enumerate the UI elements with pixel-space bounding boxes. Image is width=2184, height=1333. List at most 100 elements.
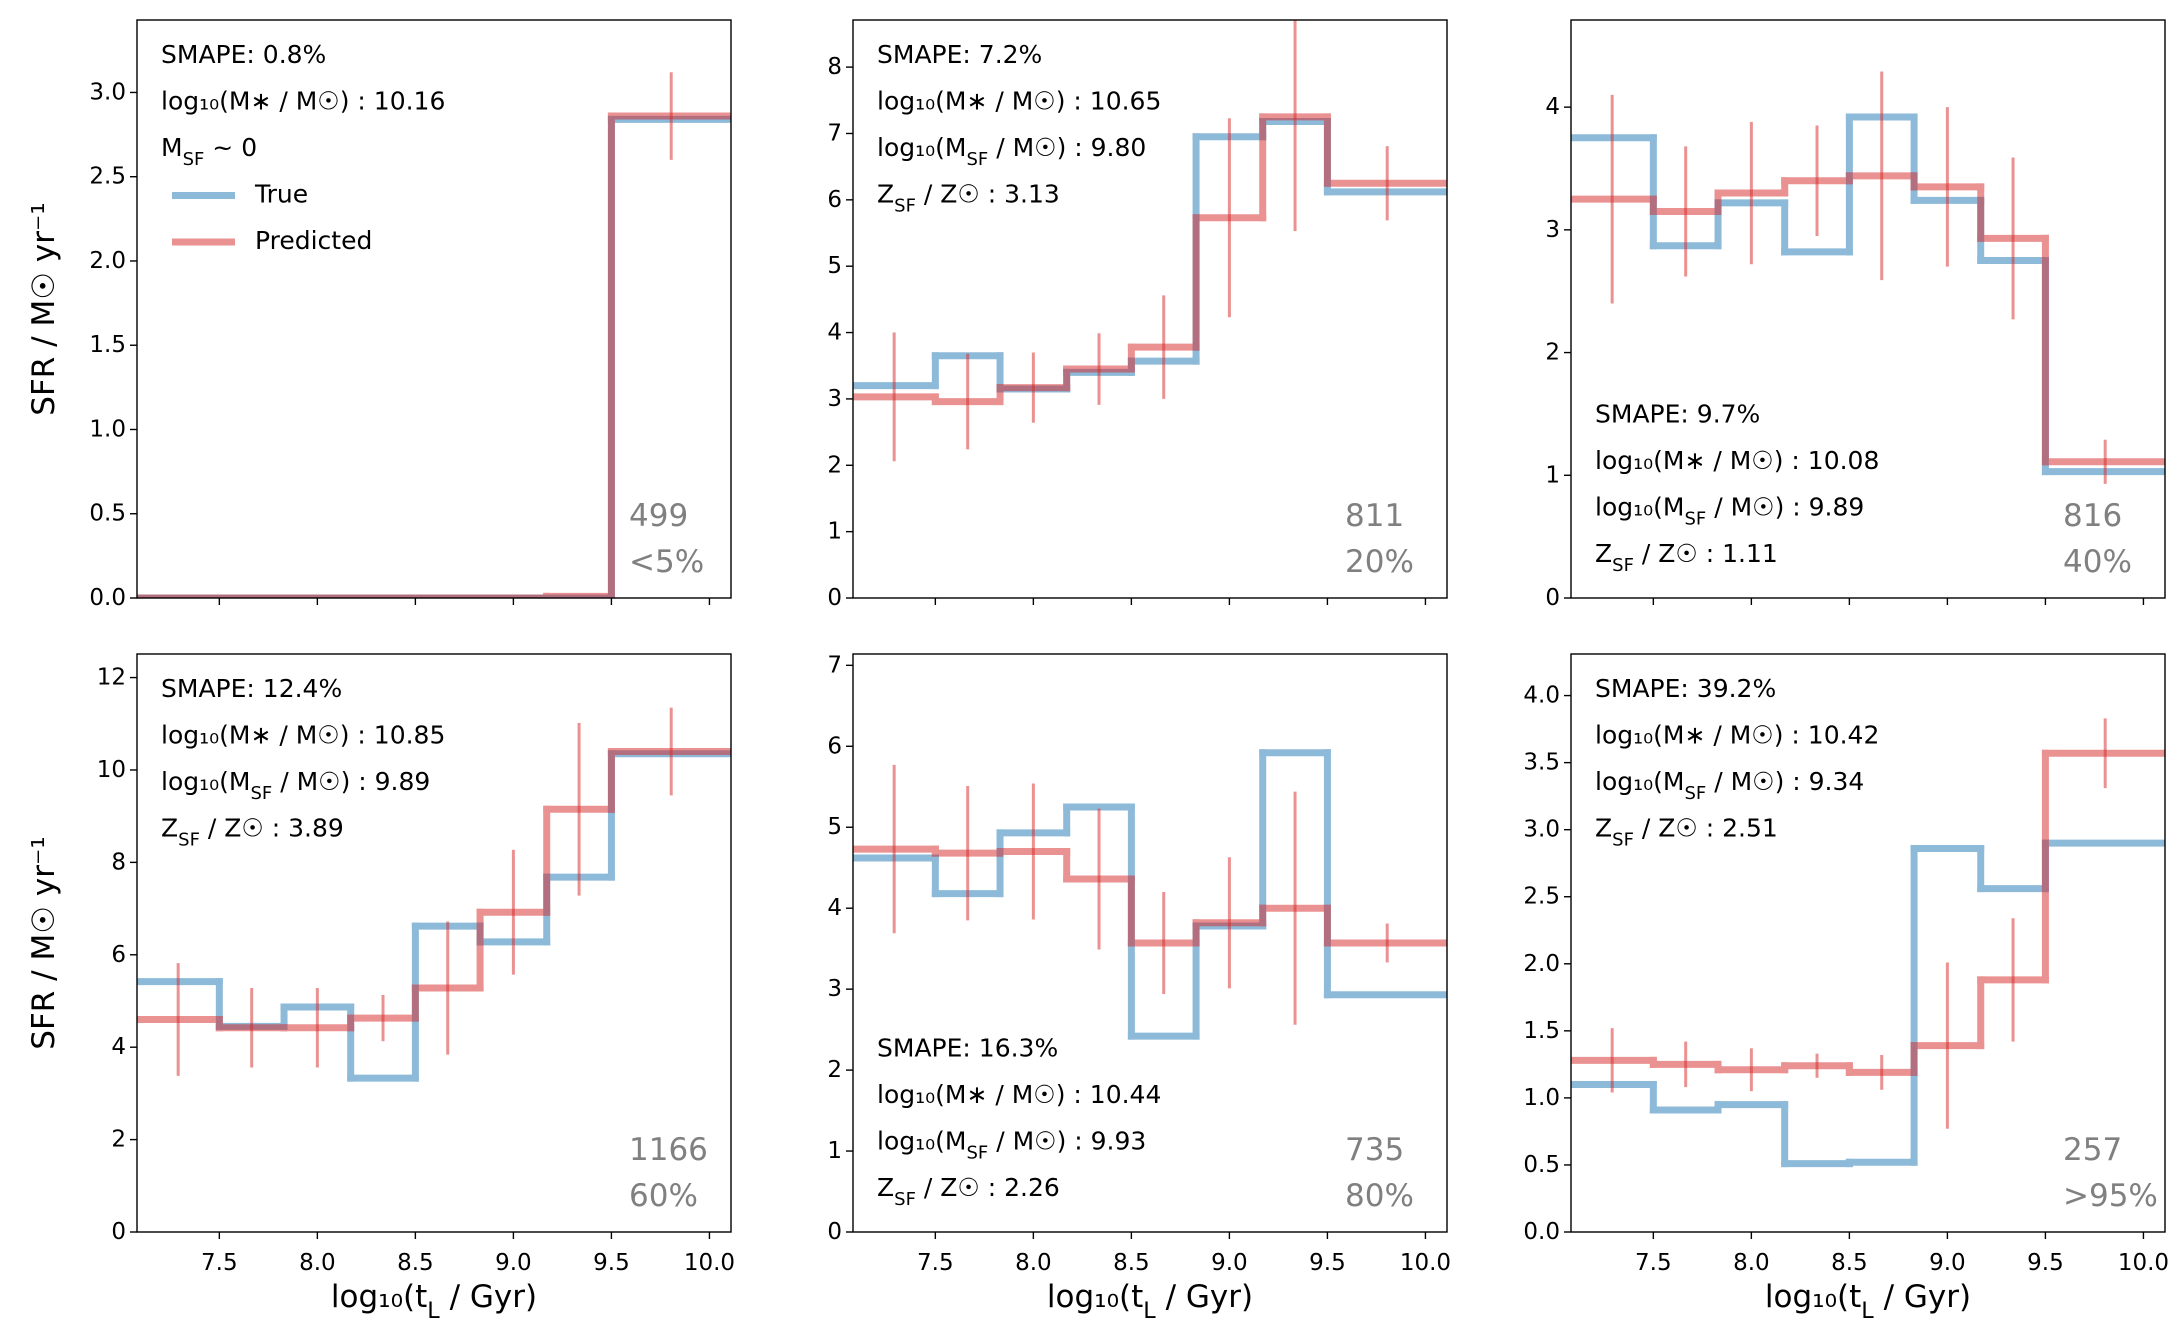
text-part: 9.5 <box>593 1250 630 1276</box>
y-tick-label: 1 <box>1545 462 1560 488</box>
text-part: Predicted <box>255 226 372 255</box>
annotation: ZSF / Z☉ : 3.13 <box>877 180 1060 217</box>
text-part: 1166 <box>629 1132 708 1168</box>
text-part: 3 <box>827 976 842 1002</box>
subscript: SF <box>250 783 272 804</box>
subscript: SF <box>894 195 916 216</box>
y-tick-label: 2 <box>827 1057 842 1083</box>
annotation: log₁₀(MSF / M☉) : 9.89 <box>1595 493 1864 530</box>
error-bars <box>892 20 1389 462</box>
text-part: SMAPE: 9.7% <box>1595 400 1760 429</box>
x-tick-label: 9.0 <box>1929 1250 1966 1276</box>
y-tick-label: 2.0 <box>89 247 126 273</box>
text-part: 2 <box>1545 339 1560 365</box>
text-part: ~ 0 <box>204 133 257 162</box>
text-part: 10.0 <box>684 1250 735 1276</box>
legend-label: True <box>254 180 308 209</box>
text-part: 2.0 <box>89 247 126 273</box>
series-0 <box>1571 839 2165 1168</box>
text-part: 8.0 <box>1733 1250 1770 1276</box>
text-part: 1.5 <box>1523 1017 1560 1043</box>
error-bars <box>176 707 673 1076</box>
text-part: 8.0 <box>299 1250 336 1276</box>
text-part: 1 <box>827 518 842 544</box>
x-tick-label: 10.0 <box>2118 1250 2169 1276</box>
subscript: SF <box>1684 508 1706 529</box>
text-part: Z <box>877 180 894 209</box>
text-part: 5 <box>827 814 842 840</box>
text-part: log₁₀(M∗ / M☉) : 10.44 <box>877 1080 1161 1109</box>
text-part: 9.0 <box>1929 1250 1966 1276</box>
annotation: ZSF / Z☉ : 3.89 <box>161 814 344 851</box>
text-part: 60% <box>629 1178 698 1214</box>
x-axis-label: log₁₀(tL / Gyr) <box>1765 1279 1971 1324</box>
annotation: log₁₀(M∗ / M☉) : 10.44 <box>877 1080 1161 1109</box>
y-tick-label: 7 <box>827 120 842 146</box>
y-tick-label: 1 <box>827 518 842 544</box>
text-part: / M☉) : 9.80 <box>988 133 1146 162</box>
text-part: Z <box>161 814 178 843</box>
text-part: 7.5 <box>1635 1250 1672 1276</box>
text-part: 9.0 <box>1211 1250 1248 1276</box>
text-part: / Gyr) <box>1874 1279 1971 1315</box>
text-part: 4 <box>827 895 842 921</box>
annotation: SMAPE: 0.8% <box>161 40 326 69</box>
text-part: 811 <box>1345 498 1404 534</box>
text-part: 2.5 <box>89 163 126 189</box>
text-part: 3.0 <box>89 79 126 105</box>
sample-count: 811 <box>1345 498 1404 534</box>
text-part: log₁₀(M <box>877 133 966 162</box>
sample-fraction: 80% <box>1345 1178 1414 1214</box>
x-tick-label: 9.5 <box>2027 1250 2064 1276</box>
text-part: 9.5 <box>1309 1250 1346 1276</box>
axes-frame <box>136 653 732 1233</box>
text-part: 2 <box>827 452 842 478</box>
text-part: 4 <box>1545 94 1560 120</box>
text-part: 4 <box>111 1034 126 1060</box>
y-tick-label: 1.0 <box>1523 1084 1560 1110</box>
x-axis-label: log₁₀(tL / Gyr) <box>331 1279 537 1324</box>
text-part: 2 <box>827 1057 842 1083</box>
text-part: SMAPE: 0.8% <box>161 40 326 69</box>
y-tick-label: 4.0 <box>1523 682 1560 708</box>
axes-frame <box>852 19 1448 599</box>
text-part: Z <box>1595 814 1612 843</box>
text-part: log₁₀(M <box>161 767 250 796</box>
text-part: / Z☉ : 3.13 <box>916 180 1060 209</box>
text-part: 2.5 <box>1523 883 1560 909</box>
text-part: SFR / M☉ yr⁻¹ <box>26 836 62 1049</box>
annotation: log₁₀(MSF / M☉) : 9.34 <box>1595 767 1864 804</box>
annotation: SMAPE: 39.2% <box>1595 674 1776 703</box>
y-tick-label: 7 <box>827 652 842 678</box>
text-part: 3.5 <box>1523 749 1560 775</box>
error-bars <box>1610 71 2107 484</box>
annotation: log₁₀(M∗ / M☉) : 10.42 <box>1595 721 1879 750</box>
sample-fraction: >95% <box>2063 1178 2158 1214</box>
text-part: 6 <box>827 186 842 212</box>
y-tick-label: 3 <box>827 385 842 411</box>
text-part: 8.5 <box>1113 1250 1150 1276</box>
x-tick-label: 8.5 <box>1113 1250 1150 1276</box>
axes-frame <box>1570 653 2166 1233</box>
y-tick-label: 2.5 <box>89 163 126 189</box>
sample-fraction: 40% <box>2063 544 2132 580</box>
text-part: >95% <box>2063 1178 2158 1214</box>
text-part: SMAPE: 7.2% <box>877 40 1042 69</box>
annotation: log₁₀(MSF / M☉) : 9.93 <box>877 1127 1146 1164</box>
x-tick-label: 7.5 <box>917 1250 954 1276</box>
subscript: SF <box>966 1142 988 1163</box>
text-part: 80% <box>1345 1178 1414 1214</box>
text-part: log₁₀(M <box>877 1127 966 1156</box>
text-part: 6 <box>111 941 126 967</box>
sample-fraction: 60% <box>629 1178 698 1214</box>
text-part: 7 <box>827 652 842 678</box>
text-part: 1.0 <box>1523 1084 1560 1110</box>
y-tick-label: 0.0 <box>1523 1219 1560 1245</box>
text-part: True <box>254 180 308 209</box>
y-tick-label: 10 <box>97 756 126 782</box>
text-part: 0 <box>827 1219 842 1245</box>
y-tick-label: 2 <box>827 452 842 478</box>
x-tick-label: 8.0 <box>299 1250 336 1276</box>
text-part: 0.5 <box>1523 1151 1560 1177</box>
y-tick-label: 1.5 <box>1523 1017 1560 1043</box>
